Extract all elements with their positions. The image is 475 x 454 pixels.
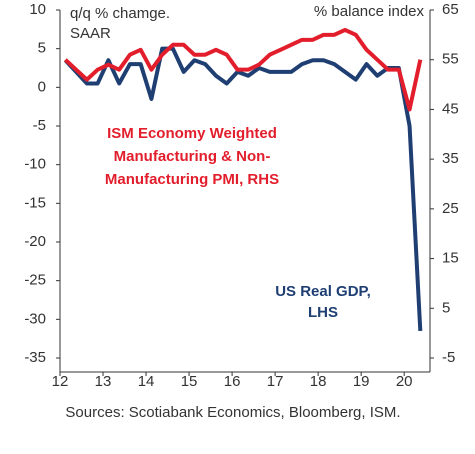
right-axis-label: % balance index bbox=[314, 3, 425, 20]
left-axis-label: q/q % chamge. bbox=[70, 5, 170, 22]
annotation: LHS bbox=[308, 304, 338, 321]
annotation: Manufacturing PMI, RHS bbox=[105, 171, 279, 188]
y2-tick-label: 65 bbox=[442, 1, 459, 18]
y-tick-label: -5 bbox=[33, 117, 46, 134]
y2-tick-label: 45 bbox=[442, 100, 459, 117]
y2-tick-label: 15 bbox=[442, 250, 459, 267]
y2-tick-label: 25 bbox=[442, 200, 459, 217]
y-tick-label: -15 bbox=[24, 194, 46, 211]
y-tick-label: -10 bbox=[24, 156, 46, 173]
x-tick-label: 14 bbox=[138, 373, 155, 390]
annotation: US Real GDP, bbox=[275, 283, 371, 300]
annotation: ISM Economy Weighted bbox=[107, 125, 277, 142]
x-tick-label: 12 bbox=[52, 373, 69, 390]
y2-tick-label: -5 bbox=[442, 349, 455, 366]
x-tick-label: 18 bbox=[310, 373, 327, 390]
x-tick-label: 17 bbox=[267, 373, 284, 390]
y-tick-label: -35 bbox=[24, 349, 46, 366]
left-axis-label: SAAR bbox=[70, 25, 111, 42]
x-tick-label: 20 bbox=[396, 373, 413, 390]
series-line bbox=[63, 46, 423, 332]
y-tick-label: -20 bbox=[24, 233, 46, 250]
series-line bbox=[64, 27, 423, 112]
annotation: Manufacturing & Non- bbox=[114, 148, 271, 165]
y-tick-label: 10 bbox=[29, 1, 46, 18]
y-tick-label: -30 bbox=[24, 310, 46, 327]
y2-tick-label: 5 bbox=[442, 299, 450, 316]
y-tick-label: 5 bbox=[38, 40, 46, 57]
x-tick-label: 13 bbox=[95, 373, 112, 390]
y-tick-label: -25 bbox=[24, 272, 46, 289]
x-tick-label: 16 bbox=[224, 373, 241, 390]
y2-tick-label: 55 bbox=[442, 51, 459, 68]
source: Sources: Scotiabank Economics, Bloomberg… bbox=[65, 404, 400, 421]
x-tick-label: 15 bbox=[181, 373, 198, 390]
y2-tick-label: 35 bbox=[442, 150, 459, 167]
y-tick-label: 0 bbox=[38, 78, 46, 95]
x-tick-label: 19 bbox=[353, 373, 370, 390]
